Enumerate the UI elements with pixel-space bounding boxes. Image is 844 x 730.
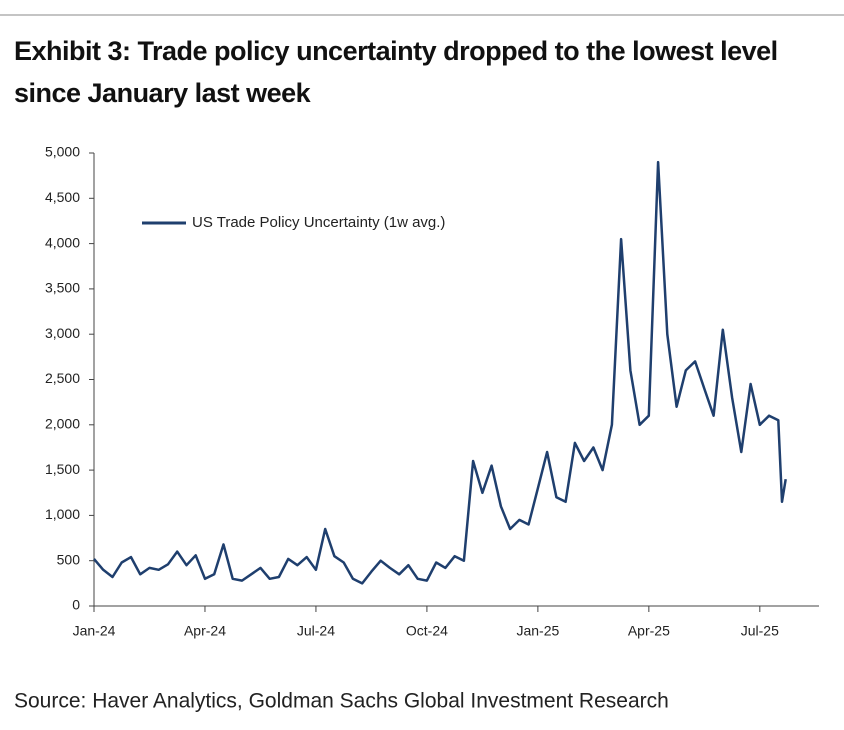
legend-label: US Trade Policy Uncertainty (1w avg.) — [192, 214, 445, 231]
x-tick-label: Apr-25 — [628, 623, 670, 639]
y-tick-label: 1,000 — [45, 506, 80, 522]
title-box: Exhibit 3: Trade policy uncertainty drop… — [14, 36, 778, 108]
y-tick-label: 4,500 — [45, 189, 80, 205]
y-tick-label: 0 — [72, 597, 80, 613]
y-tick-label: 500 — [57, 551, 81, 567]
y-tick-label: 1,500 — [45, 461, 80, 477]
x-tick-label: Jan-24 — [73, 623, 116, 639]
x-tick-label: Oct-24 — [406, 623, 448, 639]
x-tick-label: Jul-25 — [741, 623, 779, 639]
y-tick-label: 2,000 — [45, 416, 80, 432]
source: Source: Haver Analytics, Goldman Sachs G… — [14, 690, 669, 713]
x-tick-label: Jul-24 — [297, 623, 335, 639]
series-line — [93, 160, 787, 585]
y-tick-label: 3,000 — [45, 325, 80, 341]
y-tick-label: 4,000 — [45, 234, 80, 250]
y-tick-label: 2,500 — [45, 370, 80, 386]
chart-title: Exhibit 3: Trade policy uncertainty drop… — [14, 36, 778, 108]
x-tick-label: Jan-25 — [516, 623, 559, 639]
y-tick-label: 5,000 — [45, 144, 80, 160]
x-tick-label: Apr-24 — [184, 623, 226, 639]
y-tick-label: 3,500 — [45, 280, 80, 296]
